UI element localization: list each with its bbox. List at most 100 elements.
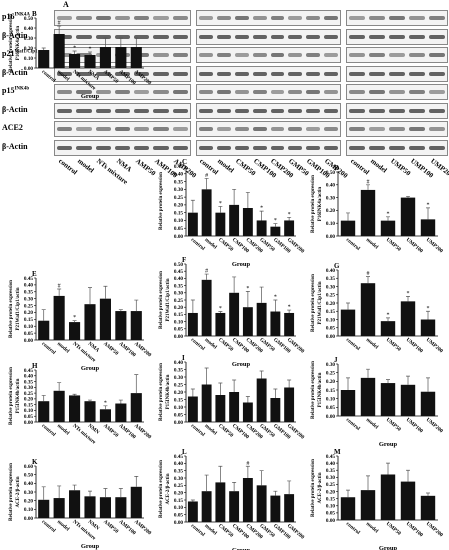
blot-protein-name: p16 (2, 12, 15, 21)
category-label: control (345, 337, 362, 352)
error-bar (273, 490, 278, 496)
panel-letter: I (182, 354, 185, 362)
blot-band (369, 127, 385, 131)
blot-band (114, 16, 131, 20)
blot-band (409, 72, 425, 76)
panel-letter: E (32, 270, 37, 278)
y-tick-label: 0.05 (326, 511, 335, 517)
blot-band (57, 16, 73, 20)
blot-band (57, 53, 73, 57)
blot-band (252, 72, 267, 76)
bar (187, 312, 198, 336)
blot-band (153, 53, 169, 57)
category-label: GMP100 (272, 237, 292, 255)
category-label: model (203, 237, 218, 251)
y-tick-label: 0.30 (174, 291, 183, 297)
y-tick-label: 0.20 (174, 390, 183, 396)
blot-strip (196, 10, 341, 26)
category-label: AMP50 (102, 423, 119, 439)
blot-lane-label: control (56, 157, 79, 177)
blot-band (270, 53, 285, 57)
bar (130, 393, 142, 422)
axis-lines (337, 364, 438, 417)
error-bar (190, 299, 195, 313)
blot-strip (346, 103, 448, 119)
y-tick-label: 0.35 (174, 179, 183, 185)
blot-band (324, 72, 338, 76)
blot-lane-label: UMP50 (389, 157, 413, 178)
error-bar (190, 499, 195, 502)
error-bar (72, 320, 77, 323)
blot-strip (54, 121, 191, 137)
significance-mark: * (219, 201, 222, 207)
bar (215, 212, 226, 236)
bar (400, 197, 416, 236)
category-label: UMP200 (425, 237, 444, 255)
significance-mark: # (58, 284, 61, 290)
blot-band (76, 35, 92, 39)
blot-band (172, 146, 188, 150)
error-bar (204, 367, 209, 385)
y-tick-label: 0.00 (24, 420, 33, 426)
y-tick-label: 0.05 (174, 412, 183, 418)
y-tick-label: 0.00 (326, 414, 335, 420)
y-tick-label: 0.25 (326, 482, 335, 488)
y-axis-label: Relative protein expression (311, 361, 316, 419)
category-label: model (203, 337, 218, 351)
blot-band (134, 16, 150, 20)
y-axis-label: Relative protein expression (9, 463, 14, 521)
bar (340, 497, 356, 520)
category-label: CMP200 (245, 337, 264, 355)
y-tick-label: 0.30 (326, 475, 335, 481)
y-tick-label: 0.00 (326, 234, 335, 240)
y-tick-label: 0.00 (24, 338, 33, 344)
blot-band (234, 53, 249, 57)
y-tick-label: 0.40 (174, 276, 183, 282)
blot-band (306, 127, 321, 131)
blot-protein-name: β-Actin (2, 105, 28, 114)
bar (360, 490, 376, 520)
blot-row-label: β-Actin (2, 31, 28, 40)
blot-band (95, 16, 111, 20)
error-bar (406, 195, 410, 198)
error-bar (366, 368, 370, 378)
y-tick-label: 0.10 (174, 319, 183, 325)
category-label: model (365, 417, 380, 431)
y-tick-label: 0.15 (174, 397, 183, 403)
y-tick-label: 0.25 (326, 293, 335, 299)
category-label: GMP100 (272, 523, 292, 541)
bar (340, 220, 356, 236)
y-axis-ratio-label: P15INK4b/actin (16, 378, 21, 413)
error-bar (204, 178, 209, 190)
bar (256, 220, 267, 236)
bar (229, 292, 240, 336)
significance-mark: * (246, 286, 249, 292)
category-label: UMP100 (405, 237, 424, 255)
blot-row-label: p21Waf1/Cip1 (2, 49, 38, 58)
category-label: NMN (87, 519, 101, 532)
axis-lines (185, 456, 296, 523)
category-label: control (40, 341, 57, 356)
y-tick-label: 0.20 (174, 203, 183, 209)
panel-letter: K (32, 458, 38, 466)
y-tick-label: 0.45 (24, 276, 33, 282)
blot-band (349, 127, 365, 131)
bar (340, 309, 356, 336)
blot-band (216, 72, 231, 76)
blot-band (216, 146, 231, 150)
y-tick-label: 0.30 (24, 385, 33, 391)
axis-lines (35, 466, 144, 519)
significance-mark: # (205, 173, 208, 179)
blot-band (199, 16, 213, 20)
y-tick-label: 0.40 (24, 374, 33, 380)
error-bar (41, 486, 46, 500)
category-label: control (190, 237, 207, 252)
blot-band (288, 72, 303, 76)
blot-band (234, 72, 249, 76)
y-tick-label: 0.15 (174, 210, 183, 216)
error-bar (118, 399, 123, 404)
